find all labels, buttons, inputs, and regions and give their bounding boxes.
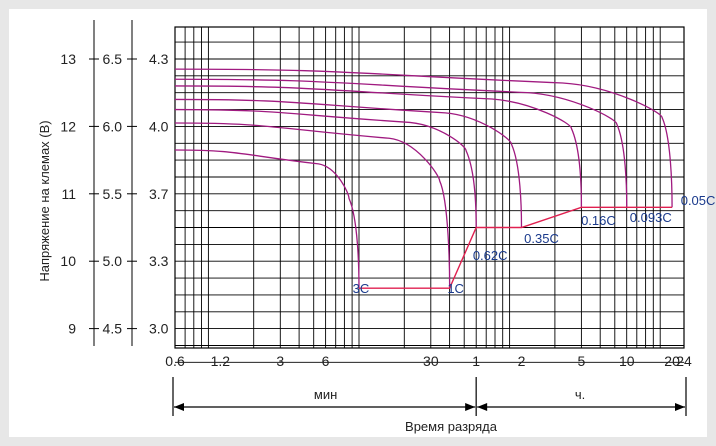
chart-panel xyxy=(9,9,707,437)
cutoff-voltage-line xyxy=(359,206,673,289)
plot-frame xyxy=(174,26,685,349)
cutoff-line xyxy=(359,206,673,289)
discharge-curve xyxy=(174,149,360,289)
y-axis-title: Напряжение на клемах (В) xyxy=(37,120,52,281)
y-tick-label-cell: 3.7 xyxy=(149,186,169,202)
x-tick-label: 5 xyxy=(578,353,586,369)
discharge-curves xyxy=(174,68,673,289)
series-label: 3C xyxy=(353,281,370,296)
series-label: 0.093C xyxy=(630,210,672,225)
discharge-curve xyxy=(174,78,628,208)
x-tick-label: 30 xyxy=(423,353,439,369)
discharge-curve xyxy=(174,85,583,208)
y-tick-label-12v: 13 xyxy=(60,51,76,67)
x-axis-title: Время разряда xyxy=(405,419,498,434)
x-tick-label: 0.6 xyxy=(165,353,185,369)
unit-span-arrowhead xyxy=(174,403,184,411)
y-tick-label-cell: 4.0 xyxy=(149,118,169,134)
discharge-curve xyxy=(174,68,673,208)
x-tick-label: 1 xyxy=(472,353,480,369)
discharge-curve xyxy=(174,98,523,228)
discharge-curve xyxy=(174,108,477,228)
y-tick-label-6v: 5.5 xyxy=(103,186,123,202)
y-tick-label-6v: 6.5 xyxy=(103,51,123,67)
series-label: 0.35C xyxy=(524,231,559,246)
unit-span-arrowhead xyxy=(465,403,476,411)
unit-span-arrowhead xyxy=(675,403,685,411)
series-labels: 3C 1C 0.62C 0.35C 0.16C 0.093C 0.05C xyxy=(353,193,716,296)
x-tick-label: 20 xyxy=(664,353,680,369)
y-tick-label-12v: 11 xyxy=(61,186,76,202)
y-tick-label-6v: 5.0 xyxy=(103,253,123,269)
y-tick-label-6v: 6.0 xyxy=(103,118,123,134)
x-tick-label: 3 xyxy=(276,353,284,369)
x-tick-label: 2 xyxy=(518,353,526,369)
x-tick-label: 10 xyxy=(619,353,635,369)
y-tick-label-12v: 12 xyxy=(60,118,76,134)
x-tick-label: 24 xyxy=(676,353,692,369)
y-tick-label-cell: 4.3 xyxy=(149,51,169,67)
x-tick-label: 1.2 xyxy=(211,353,231,369)
y-tick-label-12v: 10 xyxy=(60,253,76,269)
series-label: 0.62C xyxy=(473,248,508,263)
unit-span-label: мин xyxy=(314,387,337,402)
discharge-curve xyxy=(174,122,451,289)
axes: 9101112134.55.05.56.06.53.03.33.74.04.30… xyxy=(60,20,692,416)
series-label: 0.05C xyxy=(681,193,716,208)
series-label: 1C xyxy=(447,281,464,296)
y-tick-label-12v: 9 xyxy=(68,321,76,337)
unit-span-label: ч. xyxy=(575,387,585,402)
y-tick-label-cell: 3.0 xyxy=(149,321,169,337)
unit-span-arrowhead xyxy=(477,403,488,411)
y-tick-label-cell: 3.3 xyxy=(149,253,169,269)
y-tick-label-6v: 4.5 xyxy=(103,321,123,337)
x-tick-label: 6 xyxy=(322,353,330,369)
series-label: 0.16C xyxy=(581,213,616,228)
